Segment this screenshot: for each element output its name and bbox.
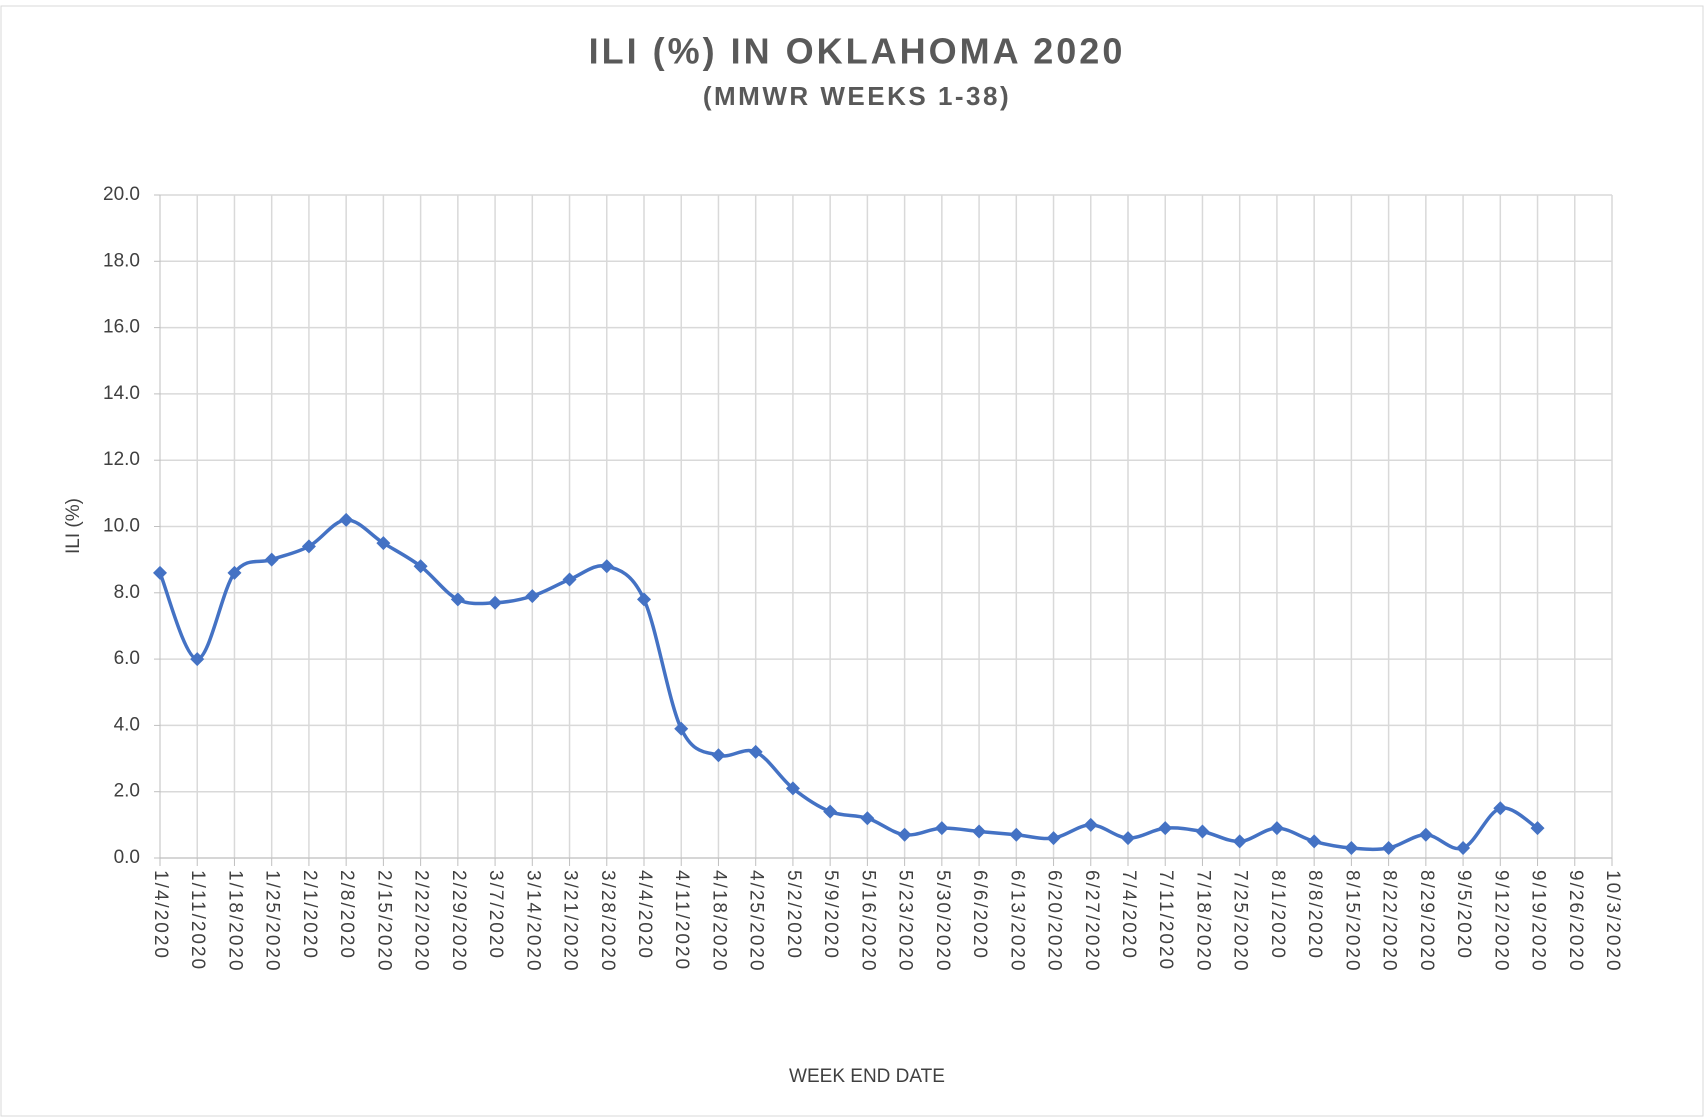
x-tick-label: 7/18/2020 [1192, 870, 1213, 973]
marker [264, 552, 279, 567]
marker [1158, 821, 1173, 836]
x-tick-label: 9/5/2020 [1453, 870, 1474, 960]
marker [1493, 801, 1508, 816]
marker [1009, 827, 1024, 842]
x-tick-label: 7/11/2020 [1155, 870, 1176, 971]
x-tick-label: 6/27/2020 [1081, 870, 1102, 973]
x-tick-label: 8/22/2020 [1379, 870, 1400, 973]
chart-subtitle: (MMWR WEEKS 1-38) [703, 81, 1011, 111]
marker [1456, 841, 1471, 856]
marker [1195, 824, 1210, 839]
marker [1530, 821, 1545, 836]
marker [190, 652, 205, 667]
marker [1083, 817, 1098, 832]
x-tick-label: 6/20/2020 [1044, 870, 1065, 973]
x-tick-label: 5/30/2020 [932, 870, 953, 973]
x-tick-label: 4/4/2020 [634, 870, 655, 960]
marker [450, 592, 465, 607]
x-tick-label: 2/22/2020 [411, 870, 432, 973]
marker [301, 539, 316, 554]
x-tick-label: 3/21/2020 [560, 870, 581, 973]
x-tick-label: 3/28/2020 [597, 870, 618, 973]
x-tick-label: 5/9/2020 [820, 870, 841, 960]
x-axis-title: WEEK END DATE [789, 1066, 945, 1087]
marker [934, 821, 949, 836]
x-tick-label: 9/19/2020 [1528, 870, 1549, 973]
x-tick-label: 5/2/2020 [783, 870, 804, 960]
x-tick-label: 4/18/2020 [708, 870, 729, 973]
marker [674, 721, 689, 736]
marker [1232, 834, 1247, 849]
marker [488, 595, 503, 610]
marker [637, 592, 651, 607]
y-axis-title: ILI (%) [63, 498, 84, 554]
y-tick-label: 8.0 [114, 582, 140, 603]
y-tick-label: 12.0 [103, 449, 140, 470]
y-tick-label: 2.0 [114, 781, 140, 802]
marker [785, 781, 800, 796]
marker [413, 559, 428, 574]
x-tick-label: 5/16/2020 [857, 870, 878, 973]
x-tick-label: 9/12/2020 [1490, 870, 1511, 973]
y-tick-label: 20.0 [103, 184, 140, 205]
x-tick-label: 8/15/2020 [1341, 870, 1362, 973]
x-tick-label: 2/8/2020 [336, 870, 357, 960]
x-tick-label: 2/1/2020 [299, 870, 320, 960]
marker [860, 811, 875, 826]
x-tick-label: 3/7/2020 [485, 870, 506, 960]
marker [1269, 821, 1284, 836]
x-tick-label: 5/23/2020 [895, 870, 916, 973]
y-tick-label: 0.0 [114, 847, 140, 868]
y-tick-label: 6.0 [114, 648, 140, 669]
marker [1344, 841, 1359, 856]
marker [1307, 834, 1322, 849]
x-tick-label: 1/18/2020 [224, 870, 245, 973]
x-tick-label: 1/11/2020 [187, 870, 208, 971]
marker [711, 748, 726, 763]
marker [339, 512, 354, 527]
x-tick-label: 7/4/2020 [1118, 870, 1139, 960]
marker [972, 824, 987, 839]
marker [376, 536, 391, 551]
marker [562, 572, 577, 587]
marker [1381, 841, 1396, 856]
x-tick-label: 8/29/2020 [1416, 870, 1437, 973]
marker [153, 565, 167, 580]
marker [1418, 827, 1433, 842]
chart-border [0, 5, 1704, 1117]
x-tick-label: 4/25/2020 [746, 870, 767, 973]
x-tick-label: 10/3/2020 [1602, 870, 1623, 973]
x-tick-label: 6/13/2020 [1006, 870, 1027, 973]
x-tick-label: 2/29/2020 [448, 870, 469, 973]
marker [599, 559, 614, 574]
chart-title: ILI (%) IN OKLAHOMA 2020 [589, 31, 1126, 72]
marker [1121, 831, 1135, 846]
x-tick-label: 1/4/2020 [150, 870, 171, 960]
x-tick-label: 8/8/2020 [1304, 870, 1325, 960]
y-tick-label: 10.0 [103, 516, 140, 537]
marker [823, 804, 838, 819]
x-tick-label: 7/25/2020 [1230, 870, 1251, 973]
x-tick-label: 8/1/2020 [1267, 870, 1288, 960]
marker [748, 744, 763, 759]
x-tick-label: 6/6/2020 [969, 870, 990, 960]
y-tick-label: 4.0 [114, 714, 140, 735]
y-tick-label: 14.0 [103, 383, 140, 404]
marker [227, 565, 242, 580]
y-tick-label: 18.0 [103, 250, 140, 271]
x-tick-label: 1/25/2020 [262, 870, 283, 973]
x-tick-label: 3/14/2020 [522, 870, 543, 973]
y-tick-label: 16.0 [103, 317, 140, 338]
marker [897, 827, 912, 842]
x-tick-label: 4/11/2020 [671, 870, 692, 971]
marker [525, 589, 540, 604]
marker [1046, 831, 1061, 846]
x-tick-label: 9/26/2020 [1565, 870, 1586, 973]
x-tick-label: 2/15/2020 [373, 870, 394, 973]
